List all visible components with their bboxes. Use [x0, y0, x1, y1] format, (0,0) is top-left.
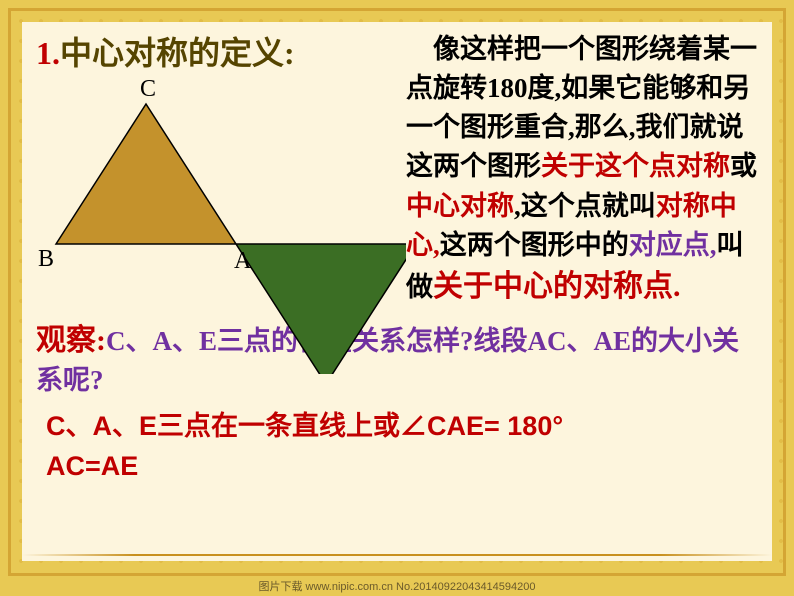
- def-p2: 或: [730, 151, 757, 181]
- triangle-diagram: C B A D E: [36, 74, 406, 374]
- ans-s2: 、: [112, 411, 139, 441]
- title-text: 中心对称的定义:: [60, 35, 295, 71]
- slide-content: 1.中心对称的定义: C B A D E 像这样把一个图形绕着某一点旋转180度…: [22, 22, 772, 561]
- def-p3: ,这个点就叫: [514, 191, 656, 221]
- ans-c: C: [46, 411, 66, 441]
- def-pu: 对应点,: [629, 230, 717, 260]
- def-r1: 关于这个点对称: [541, 151, 730, 181]
- def-r4: 关于中心的对称点.: [433, 270, 681, 303]
- triangle-abc: [56, 104, 236, 244]
- definition-text: 像这样把一个图形绕着某一点旋转180度,如果它能够和另一个图形重合,那么,我们就…: [406, 28, 758, 328]
- answer-text: C、A、E三点在一条直线上或∠CAE= 180° AC=AE: [36, 406, 758, 487]
- title-number: 1.: [36, 35, 60, 71]
- ans-s1: 、: [66, 411, 93, 441]
- ans-a: A: [93, 411, 113, 441]
- answer-line2: AC=AE: [46, 446, 758, 487]
- ans-t: 三点在一条直线上或∠CAE= 180°: [157, 411, 563, 441]
- triangle-ade: [236, 244, 406, 374]
- label-b: B: [38, 246, 54, 272]
- watermark-text: 图片下载 www.nipic.com.cn No.201409220434145…: [0, 578, 794, 594]
- diagram-column: 1.中心对称的定义: C B A D E: [36, 28, 406, 328]
- label-a: A: [234, 248, 252, 274]
- def-r2: 中心对称: [406, 191, 514, 221]
- label-c: C: [140, 76, 156, 102]
- top-section: 1.中心对称的定义: C B A D E 像这样把一个图形绕着某一点旋转180度…: [36, 28, 758, 328]
- def-p4: 这两个图形中的: [440, 230, 629, 260]
- ans-e: E: [139, 411, 157, 441]
- answer-line1: C、A、E三点在一条直线上或∠CAE= 180°: [46, 406, 758, 447]
- footer-divider: [22, 554, 772, 556]
- slide-title: 1.中心对称的定义:: [36, 28, 400, 74]
